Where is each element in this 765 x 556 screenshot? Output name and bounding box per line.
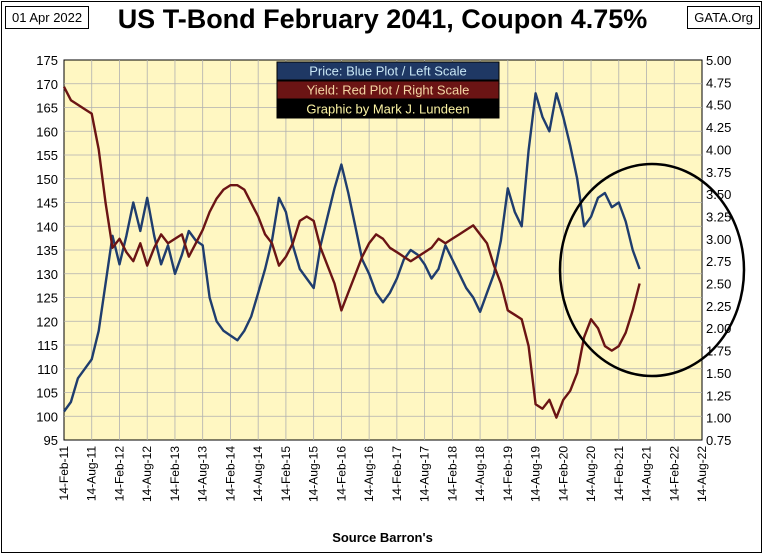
x-tick-label: 14-Feb-21	[612, 446, 626, 502]
y-left-tick-label: 95	[44, 433, 58, 448]
x-tick-label: 14-Feb-19	[501, 446, 515, 502]
x-tick-label: 14-Feb-15	[279, 446, 293, 502]
y-right-tick-label: 4.75	[706, 75, 731, 90]
x-tick-label: 14-Feb-20	[556, 446, 570, 502]
y-left-tick-label: 145	[36, 196, 58, 211]
x-tick-label: 14-Feb-16	[334, 446, 348, 502]
x-tick-label: 14-Aug-11	[85, 446, 99, 501]
x-tick-label: 14-Aug-15	[307, 446, 321, 502]
y-left-tick-label: 125	[36, 291, 58, 306]
y-right-tick-label: 3.75	[706, 165, 731, 180]
x-tick-label: 14-Aug-12	[140, 446, 154, 502]
x-tick-label: 14-Aug-19	[529, 446, 543, 502]
y-right-tick-label: 5.00	[706, 53, 731, 68]
x-tick-label: 14-Feb-17	[390, 446, 404, 502]
y-left-tick-label: 170	[36, 77, 58, 92]
y-right-tick-label: 1.75	[706, 344, 731, 359]
x-tick-label: 14-Aug-14	[251, 446, 265, 502]
x-tick-label: 14-Aug-16	[362, 446, 376, 502]
legend-label: Yield: Red Plot / Right Scale	[307, 83, 470, 98]
y-right-tick-label: 2.75	[706, 254, 731, 269]
y-right-tick-label: 0.75	[706, 433, 731, 448]
x-tick-label: 14-Aug-17	[418, 446, 432, 502]
x-tick-label: 14-Feb-22	[667, 446, 681, 502]
y-left-tick-label: 165	[36, 101, 58, 116]
y-left-tick-label: 160	[36, 124, 58, 139]
y-right-tick-label: 1.50	[706, 366, 731, 381]
y-right-tick-label: 1.25	[706, 388, 731, 403]
x-tick-label: 14-Feb-12	[112, 446, 126, 502]
source-note: Source Barron's	[332, 530, 433, 545]
y-left-tick-label: 175	[36, 53, 58, 68]
y-left-tick-label: 135	[36, 243, 58, 258]
x-tick-label: 14-Aug-18	[473, 446, 487, 502]
y-left-tick-label: 150	[36, 172, 58, 187]
date-label: 01 Apr 2022	[5, 6, 90, 29]
y-left-tick-label: 100	[36, 409, 58, 424]
y-left-tick-label: 140	[36, 219, 58, 234]
x-tick-label: 14-Feb-18	[445, 446, 459, 502]
legend-box	[276, 80, 500, 100]
x-tick-label: 14-Aug-13	[196, 446, 210, 502]
y-left-tick-label: 155	[36, 148, 58, 163]
x-tick-label: 14-Aug-22	[695, 446, 709, 502]
y-left-tick-label: 105	[36, 386, 58, 401]
legend-box	[276, 61, 500, 81]
legend-label: Price: Blue Plot / Left Scale	[309, 64, 467, 79]
chart-title: US T-Bond February 2041, Coupon 4.75%	[117, 4, 648, 34]
highlight-circle	[558, 162, 746, 378]
y-right-tick-label: 3.00	[706, 232, 731, 247]
y-right-tick-label: 2.25	[706, 299, 731, 314]
x-tick-label: 14-Feb-14	[223, 446, 237, 502]
source-label: GATA.Org	[687, 6, 760, 29]
x-tick-label: 14-Aug-21	[640, 446, 654, 502]
legend-label: Graphic by Mark J. Lundeen	[306, 102, 469, 117]
y-right-tick-label: 3.50	[706, 187, 731, 202]
yield-line	[62, 86, 641, 419]
legend-box	[276, 99, 500, 119]
price-line	[63, 92, 641, 413]
x-tick-label: 14-Aug-20	[584, 446, 598, 502]
y-left-tick-label: 110	[37, 362, 58, 377]
y-right-tick-label: 4.50	[706, 98, 731, 113]
y-right-tick-label: 3.25	[706, 209, 731, 224]
x-tick-label: 14-Feb-13	[168, 446, 182, 502]
y-right-tick-label: 4.25	[706, 120, 731, 135]
y-right-tick-label: 2.50	[706, 277, 731, 292]
y-left-tick-label: 130	[36, 267, 58, 282]
y-right-tick-label: 1.00	[706, 411, 731, 426]
y-right-tick-label: 4.00	[706, 142, 731, 157]
x-tick-label: 14-Feb-11	[57, 446, 71, 501]
y-left-tick-label: 120	[36, 314, 58, 329]
y-left-tick-label: 115	[37, 338, 58, 353]
